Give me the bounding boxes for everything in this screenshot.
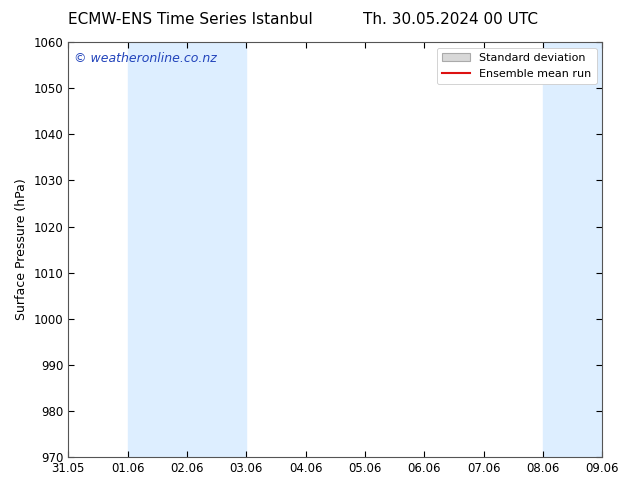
Bar <box>127 42 246 457</box>
Text: Th. 30.05.2024 00 UTC: Th. 30.05.2024 00 UTC <box>363 12 538 27</box>
Text: © weatheronline.co.nz: © weatheronline.co.nz <box>74 52 216 66</box>
Y-axis label: Surface Pressure (hPa): Surface Pressure (hPa) <box>15 179 28 320</box>
Bar <box>543 42 602 457</box>
Text: ECMW-ENS Time Series Istanbul: ECMW-ENS Time Series Istanbul <box>68 12 313 27</box>
Legend: Standard deviation, Ensemble mean run: Standard deviation, Ensemble mean run <box>437 48 597 84</box>
